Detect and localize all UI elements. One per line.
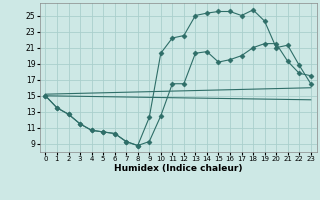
X-axis label: Humidex (Indice chaleur): Humidex (Indice chaleur): [114, 164, 242, 173]
